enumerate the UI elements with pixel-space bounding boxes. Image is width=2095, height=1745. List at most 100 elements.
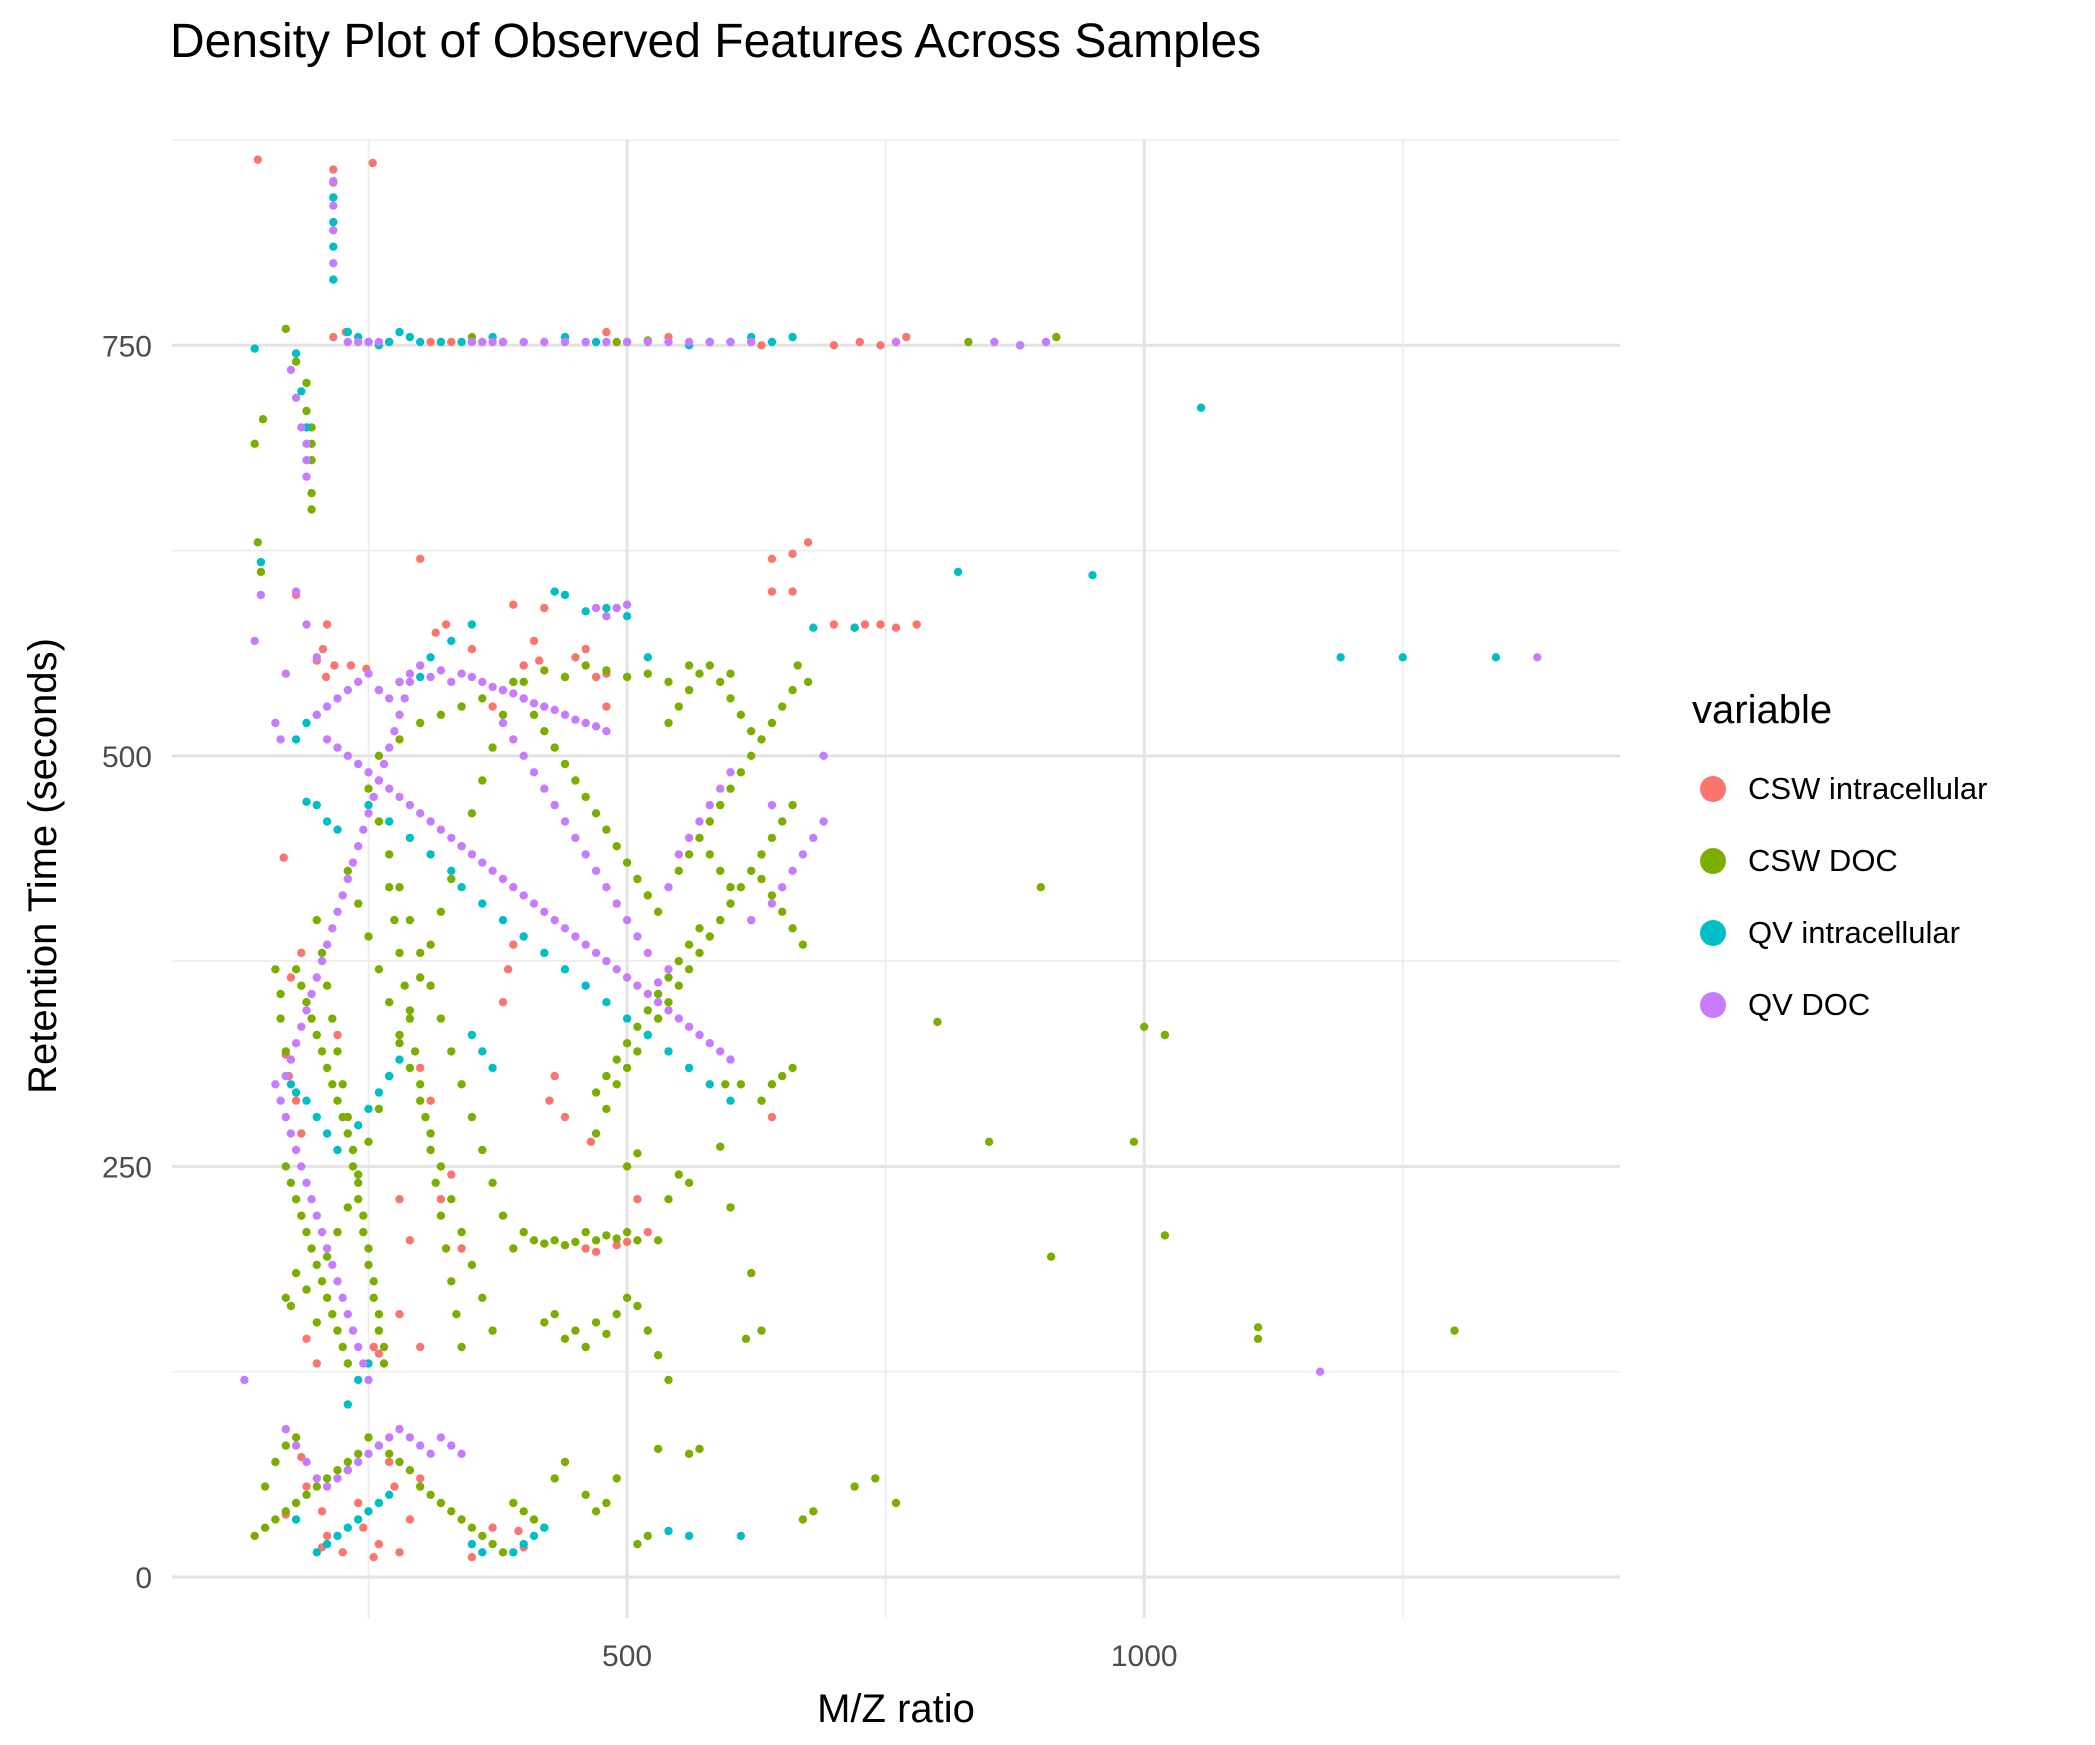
data-point	[452, 1310, 461, 1319]
data-point	[478, 1293, 487, 1303]
data-point	[612, 1080, 621, 1089]
data-point	[1336, 653, 1345, 662]
data-point	[385, 817, 394, 826]
data-point	[260, 1482, 270, 1491]
data-point	[581, 940, 590, 949]
data-point	[488, 743, 497, 752]
data-point	[348, 858, 358, 867]
data-point	[333, 743, 342, 752]
data-point	[302, 378, 311, 388]
data-point	[788, 924, 797, 933]
data-point	[716, 677, 725, 687]
data-point	[385, 998, 394, 1007]
data-point	[312, 653, 321, 662]
data-point	[328, 1014, 337, 1023]
data-point	[612, 1474, 621, 1483]
data-point	[591, 1507, 601, 1516]
data-point	[354, 1375, 363, 1385]
data-point	[368, 158, 377, 168]
legend-label: QV intracellular	[1748, 915, 1960, 950]
data-point	[953, 567, 963, 577]
data-point	[716, 866, 725, 875]
data-point	[297, 1162, 306, 1171]
data-point	[809, 833, 818, 843]
data-point	[329, 332, 338, 342]
data-point	[364, 1449, 373, 1459]
data-point	[297, 948, 306, 958]
data-point	[612, 1234, 621, 1243]
data-point	[545, 1096, 554, 1105]
data-point	[803, 677, 813, 687]
data-point	[286, 1055, 296, 1064]
data-point	[405, 332, 415, 342]
data-point	[317, 1047, 327, 1056]
data-point	[467, 1553, 477, 1562]
data-point	[529, 710, 539, 719]
data-point	[540, 337, 549, 347]
legend-item-csw-doc: CSW DOC	[1692, 825, 1987, 897]
data-point	[705, 850, 714, 859]
data-point	[343, 685, 352, 695]
data-point	[426, 1449, 435, 1459]
data-point	[550, 587, 559, 596]
data-point	[695, 1030, 704, 1040]
x-tick-label: 500	[602, 1640, 652, 1673]
data-point	[741, 1334, 751, 1344]
data-point	[529, 699, 539, 708]
data-point	[395, 883, 404, 892]
data-point	[540, 907, 549, 916]
data-point	[328, 1260, 337, 1270]
data-point	[322, 1244, 332, 1253]
data-point	[560, 817, 570, 826]
data-point	[622, 612, 632, 621]
data-point	[457, 1449, 466, 1459]
data-point	[509, 735, 518, 744]
data-point	[405, 1433, 415, 1442]
data-point	[653, 1014, 663, 1023]
data-point	[726, 768, 735, 777]
data-point	[364, 784, 373, 793]
data-point	[281, 1424, 290, 1434]
data-point	[312, 1260, 321, 1270]
data-point	[1036, 883, 1046, 892]
data-point	[354, 337, 363, 347]
data-point	[602, 727, 611, 736]
data-point	[602, 612, 611, 621]
data-point	[705, 661, 714, 670]
data-point	[622, 600, 632, 609]
data-point	[488, 1539, 497, 1549]
data-point	[354, 1178, 363, 1188]
data-point	[653, 1236, 663, 1245]
data-point	[684, 1178, 694, 1188]
data-point	[302, 620, 311, 629]
data-point	[622, 337, 632, 347]
data-point	[291, 393, 301, 402]
data-point	[1088, 571, 1097, 580]
data-point	[664, 1195, 673, 1204]
data-point	[426, 337, 435, 347]
data-point	[560, 1112, 570, 1122]
data-point	[1253, 1334, 1263, 1344]
data-point	[395, 1195, 404, 1204]
data-point	[297, 1129, 306, 1138]
data-point	[405, 1006, 415, 1015]
data-point	[602, 1104, 611, 1114]
data-point	[581, 1227, 590, 1237]
data-point	[860, 620, 870, 629]
data-point	[364, 1260, 373, 1270]
data-point	[343, 866, 352, 875]
data-point	[385, 743, 394, 752]
legend-key	[1700, 776, 1726, 802]
data-point	[416, 1482, 425, 1491]
data-point	[653, 1351, 663, 1360]
data-point	[359, 1359, 368, 1368]
major-gridlines	[172, 140, 1620, 1618]
data-point	[684, 685, 694, 695]
legend-key	[1700, 920, 1726, 946]
data-point	[664, 337, 673, 347]
data-point	[519, 891, 528, 900]
data-point	[271, 1515, 280, 1524]
data-point	[736, 883, 746, 892]
data-point	[281, 1047, 290, 1056]
data-point	[297, 981, 306, 990]
